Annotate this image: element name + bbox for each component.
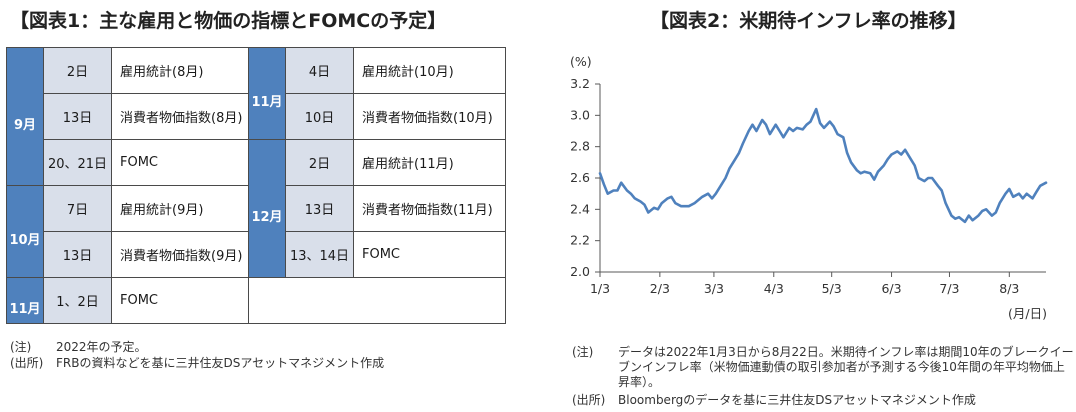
day-cell: 13日: [43, 231, 112, 278]
day-cell: 13日: [43, 93, 112, 140]
note-label: (注): [572, 345, 594, 359]
x-ticks: 1/3 2/3 3/3 4/3 5/3 6/3 7/3 8/3: [590, 272, 1019, 296]
event-cell: 雇用統計(10月): [353, 47, 506, 94]
day-cell: 2日: [43, 47, 112, 94]
note-row: (注) データは2022年1月3日から8月22日。米期待インフレ率は期間10年の…: [572, 345, 1076, 390]
right-panel-title: 【図表2：米期待インフレ率の推移】: [650, 10, 967, 32]
source-text: FRBの資料などを基に三井住友DSアセットマネジメント作成: [56, 356, 385, 370]
event-cell: 消費者物価指数(10月): [353, 93, 506, 140]
empty-cell: [248, 277, 506, 324]
table-row: 20、21日 FOMC 12月 2日 雇用統計(11月): [7, 139, 506, 278]
series-group: [598, 107, 1048, 224]
series-line: [598, 107, 1048, 224]
day-cell: 10日: [285, 93, 354, 140]
source-label: (出所): [10, 356, 44, 370]
event-cell: 消費者物価指数(9月): [111, 231, 249, 278]
note-text: データは2022年1月3日から8月22日。米期待インフレ率は期間10年のブレーク…: [618, 345, 1074, 389]
left-notes: (注) 2022年の予定。 (出所) FRBの資料などを基に三井住友DSアセット…: [10, 339, 384, 371]
x-tick-label: 8/3: [999, 281, 1019, 296]
table-row: 10月 7日 雇用統計(9月) 13日 消費者物価指数(11月): [6, 185, 506, 278]
day-cell: 7日: [43, 185, 112, 232]
day-cell: 20、21日: [43, 139, 112, 186]
y-tick-label: 2.6: [570, 170, 590, 185]
event-cell: 雇用統計(9月): [111, 185, 249, 232]
x-tick-label: 6/3: [881, 281, 901, 296]
table-row: 9月 2日 雇用統計(8月) 11月 4日 雇用統計(10月): [6, 47, 506, 186]
table-row: 13日 消費者物価指数(8月) 10日 消費者物価指数(10月): [7, 93, 506, 140]
x-tick-label: 3/3: [704, 281, 724, 296]
schedule-table: 9月 2日 雇用統計(8月) 11月 4日 雇用統計(10月) 13日 消費者物…: [6, 47, 506, 324]
source-row: (出所) Bloombergのデータを基に三井住友DSアセットマネジメント作成: [572, 393, 1076, 408]
month-cell: 11月: [6, 277, 44, 324]
left-panel-title: 【図表1：主な雇用と物価の指標とFOMCの予定】: [10, 10, 447, 32]
x-tick-label: 4/3: [764, 281, 784, 296]
event-cell: 消費者物価指数(11月): [353, 185, 506, 232]
y-tick-label: 2.0: [570, 264, 590, 279]
event-cell: FOMC: [111, 277, 249, 324]
event-cell: 雇用統計(11月): [353, 139, 506, 186]
y-tick-label: 2.2: [570, 233, 590, 248]
event-cell: 雇用統計(8月): [111, 47, 249, 94]
y-ticks: 2.0 2.2 2.4 2.6 2.8 3.0 3.2: [570, 76, 600, 279]
day-cell: 1、2日: [43, 277, 112, 324]
table-row: 13日 消費者物価指数(9月) 13、14日 FOMC: [7, 231, 506, 278]
month-cell: 9月: [6, 47, 44, 186]
y-axis-label: (%): [570, 54, 592, 69]
y-tick-label: 3.2: [570, 76, 590, 91]
axes: [599, 84, 1046, 273]
event-cell: FOMC: [111, 139, 249, 186]
month-cell: 10月: [6, 185, 44, 278]
inflation-chart: (%) (月/日) 2.0 2.2 2.4 2.6 2.8 3.0 3.2 1/3 2/3 3/…: [570, 54, 1048, 321]
right-notes: (注) データは2022年1月3日から8月22日。米期待インフレ率は期間10年の…: [572, 345, 1076, 408]
source-label: (出所): [572, 393, 606, 407]
source-text: Bloombergのデータを基に三井住友DSアセットマネジメント作成: [618, 393, 976, 407]
y-tick-label: 2.4: [570, 201, 590, 216]
x-tick-label: 1/3: [590, 281, 610, 296]
day-cell: 13、14日: [285, 231, 354, 278]
month-cell: 11月: [248, 47, 286, 140]
event-cell: 消費者物価指数(8月): [111, 93, 249, 140]
x-tick-label: 2/3: [650, 281, 670, 296]
x-tick-label: 5/3: [822, 281, 842, 296]
day-cell: 4日: [285, 47, 354, 94]
month-cell: 12月: [248, 139, 286, 278]
y-tick-label: 3.0: [570, 107, 590, 122]
note-text: 2022年の予定。: [56, 340, 147, 354]
day-cell: 13日: [285, 185, 354, 232]
table-row: 11月 1、2日 FOMC: [6, 277, 506, 324]
x-axis-label: (月/日): [1008, 306, 1047, 321]
x-tick-label: 7/3: [939, 281, 959, 296]
day-cell: 2日: [285, 139, 354, 186]
event-cell: FOMC: [353, 231, 506, 278]
note-label: (注): [10, 340, 32, 354]
note-row: (注) 2022年の予定。: [10, 339, 384, 355]
y-tick-label: 2.8: [570, 139, 590, 154]
source-row: (出所) FRBの資料などを基に三井住友DSアセットマネジメント作成: [10, 355, 384, 371]
